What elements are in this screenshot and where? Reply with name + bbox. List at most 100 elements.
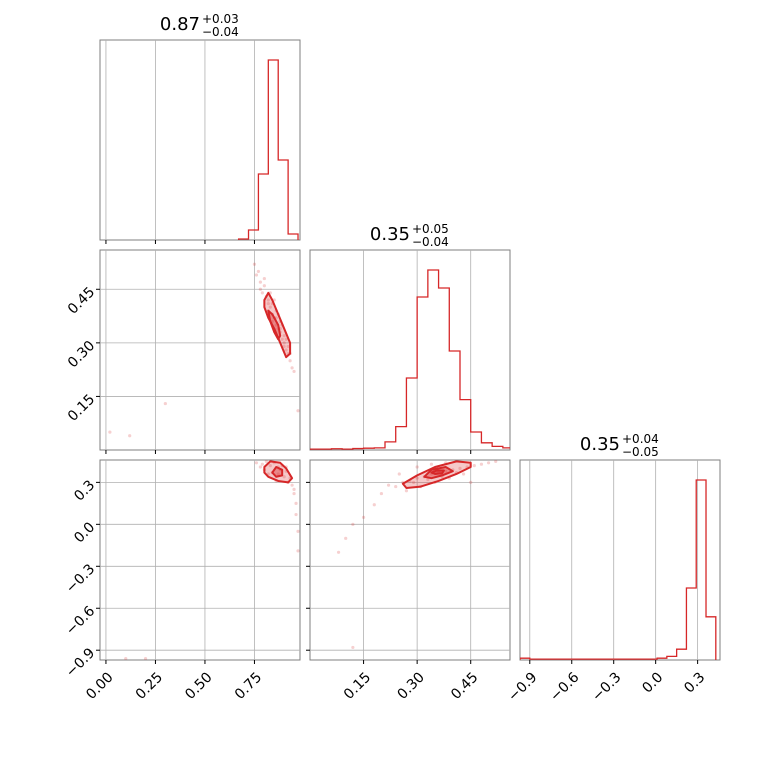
sample-point bbox=[143, 657, 148, 660]
title-param1-plus: +0.03 bbox=[202, 12, 239, 26]
chart-marks: −0.9 −0.6 −0.3 0.0 0.30.150.300.450.00 0.25 0.… bbox=[63, 40, 717, 705]
sample-point bbox=[262, 284, 266, 288]
sample-point bbox=[429, 462, 434, 466]
sample-point bbox=[108, 430, 112, 434]
title-param3-minus: −0.05 bbox=[622, 445, 659, 459]
sample-point bbox=[494, 460, 498, 463]
tick-label-x: −0.3 bbox=[589, 669, 624, 704]
title-param1-minus: −0.04 bbox=[202, 25, 239, 39]
sample-point bbox=[280, 337, 284, 341]
sample-point bbox=[415, 476, 419, 480]
panel-scatter-param1-param3 bbox=[99, 459, 301, 661]
sample-point bbox=[479, 462, 484, 466]
tick-label-y: 0.45 bbox=[65, 284, 98, 317]
tick-label-x: 0.30 bbox=[395, 669, 428, 702]
sample-point bbox=[461, 472, 466, 476]
sample-point bbox=[284, 348, 288, 352]
sample-point bbox=[469, 480, 473, 484]
sample-point bbox=[276, 472, 280, 476]
sample-point bbox=[262, 276, 266, 281]
tick-label-y: −0.9 bbox=[63, 645, 98, 680]
sample-point bbox=[286, 344, 290, 349]
histogram-param3 bbox=[520, 479, 717, 660]
sample-point bbox=[411, 480, 416, 484]
density-contour bbox=[267, 309, 282, 341]
density-contour bbox=[430, 469, 445, 475]
sample-point bbox=[486, 461, 491, 465]
sample-point bbox=[284, 337, 288, 341]
sample-point bbox=[282, 344, 286, 349]
tick-label-y: 0.30 bbox=[65, 338, 98, 371]
sample-point bbox=[372, 503, 376, 507]
title-param3-plus: +0.04 bbox=[622, 432, 659, 446]
sample-point bbox=[163, 401, 167, 406]
sample-point bbox=[288, 359, 292, 363]
tick-label-x: 0.75 bbox=[232, 669, 265, 702]
sample-point bbox=[258, 287, 262, 291]
sample-point bbox=[254, 273, 259, 277]
tick-label-y: 0.0 bbox=[71, 519, 98, 546]
panel-hist-param2 bbox=[309, 249, 511, 451]
title-param2-plus: +0.05 bbox=[412, 222, 449, 236]
tick-label-y: −0.6 bbox=[63, 603, 98, 638]
sample-point bbox=[292, 487, 296, 491]
sample-point bbox=[426, 477, 430, 482]
sample-point bbox=[254, 461, 259, 465]
tick-label-x: 0.45 bbox=[448, 669, 481, 702]
title-param2: 0.35 bbox=[370, 224, 410, 245]
density-contour bbox=[263, 460, 294, 484]
sample-point bbox=[458, 466, 462, 470]
sample-point bbox=[379, 491, 384, 496]
sample-point bbox=[260, 291, 264, 295]
tick-label-x: 0.0 bbox=[639, 669, 666, 696]
panel-hist-param1 bbox=[99, 39, 301, 241]
sample-point bbox=[472, 463, 476, 468]
sample-point bbox=[268, 305, 272, 309]
sample-point bbox=[282, 334, 286, 338]
sample-point bbox=[294, 501, 298, 505]
title-param2-median: 0.35 bbox=[370, 224, 410, 245]
tick-label-x: 0.50 bbox=[182, 669, 215, 702]
sample-point bbox=[397, 472, 401, 476]
sample-point bbox=[252, 262, 257, 266]
tick-label-x: 0.00 bbox=[83, 669, 116, 702]
sample-point bbox=[256, 269, 261, 274]
tick-label-x: −0.6 bbox=[547, 669, 582, 704]
title-param1-median: 0.87 bbox=[160, 14, 200, 35]
title-param3: 0.35 bbox=[580, 434, 620, 455]
sample-point bbox=[266, 301, 270, 306]
sample-point bbox=[294, 512, 298, 517]
sample-point bbox=[292, 369, 296, 374]
sample-point bbox=[282, 475, 286, 479]
panel-scatter-param2-param3 bbox=[309, 459, 511, 661]
sample-point bbox=[260, 462, 264, 466]
tick-label-y: −0.3 bbox=[63, 561, 98, 596]
sample-point bbox=[386, 483, 391, 487]
density-contour bbox=[271, 465, 284, 478]
panel-scatter-param1-param2 bbox=[99, 249, 301, 451]
sample-point bbox=[361, 515, 366, 519]
tick-label-y: 0.15 bbox=[65, 391, 98, 424]
sample-point bbox=[296, 409, 300, 413]
title-param3-median: 0.35 bbox=[580, 434, 620, 455]
sample-point bbox=[336, 550, 341, 554]
sample-point bbox=[415, 465, 419, 469]
sample-point bbox=[296, 529, 300, 533]
tick-label-x: 0.3 bbox=[681, 669, 708, 696]
histogram-param2 bbox=[310, 269, 510, 450]
sample-point bbox=[290, 483, 294, 487]
tick-label-x: 0.25 bbox=[133, 669, 166, 702]
sample-point bbox=[290, 366, 294, 370]
sample-point bbox=[128, 434, 132, 438]
sample-point bbox=[292, 491, 296, 496]
sample-point bbox=[296, 549, 300, 553]
sample-point bbox=[394, 484, 398, 489]
tick-label-x: 0.15 bbox=[341, 669, 374, 702]
sample-point bbox=[404, 489, 409, 493]
sample-point bbox=[351, 522, 355, 526]
sample-point bbox=[258, 465, 262, 469]
sample-point bbox=[268, 463, 272, 468]
sample-point bbox=[264, 460, 268, 463]
